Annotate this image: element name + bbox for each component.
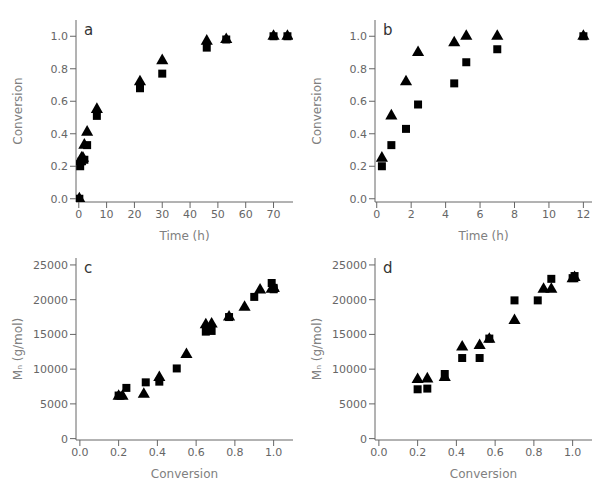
svg-text:0.0: 0.0 [370,446,388,459]
html-text:a: a [84,21,94,39]
html-text:b: b [383,21,393,39]
svg-text:0: 0 [360,433,367,446]
svg-text:0.6: 0.6 [486,446,504,459]
svg-text:5000: 5000 [339,398,367,411]
svg-text:Mₙ (g/mol): Mₙ (g/mol) [11,318,25,380]
svg-text:Conversion: Conversion [11,77,25,144]
svg-text:Conversion: Conversion [310,77,324,144]
svg-text:15000: 15000 [332,328,367,341]
svg-text:0.4: 0.4 [149,446,167,459]
svg-text:0.8: 0.8 [525,446,543,459]
svg-text:15000: 15000 [33,328,68,341]
svg-text:20: 20 [127,208,141,221]
svg-text:25000: 25000 [33,259,68,272]
svg-text:0: 0 [373,208,380,221]
svg-text:Conversion: Conversion [151,467,218,481]
svg-text:8: 8 [511,208,518,221]
svg-text:1.0: 1.0 [350,30,368,43]
svg-text:0.8: 0.8 [226,446,244,459]
svg-text:20000: 20000 [332,294,367,307]
svg-text:0.8: 0.8 [350,63,368,76]
svg-text:0.6: 0.6 [51,95,69,108]
svg-text:1.0: 1.0 [265,446,283,459]
svg-text:0.8: 0.8 [51,63,69,76]
svg-text:30: 30 [155,208,169,221]
svg-text:0.0: 0.0 [71,446,89,459]
svg-text:12: 12 [576,208,590,221]
svg-text:0.0: 0.0 [350,193,368,206]
svg-text:10000: 10000 [332,363,367,376]
svg-text:0.2: 0.2 [350,160,368,173]
svg-text:5000: 5000 [40,398,68,411]
svg-text:20000: 20000 [33,294,68,307]
svg-text:1.0: 1.0 [51,30,69,43]
svg-text:Time (h): Time (h) [457,229,508,243]
svg-text:0: 0 [61,433,68,446]
svg-text:0.4: 0.4 [448,446,466,459]
svg-text:0.0: 0.0 [51,193,69,206]
svg-text:4: 4 [442,208,449,221]
svg-text:50: 50 [211,208,225,221]
svg-text:10000: 10000 [33,363,68,376]
svg-text:10: 10 [100,208,114,221]
html-text:d: d [383,259,393,277]
svg-text:Time (h): Time (h) [158,229,209,243]
svg-text:Conversion: Conversion [450,467,517,481]
svg-text:0.6: 0.6 [350,95,368,108]
svg-text:2: 2 [408,208,415,221]
svg-text:25000: 25000 [332,259,367,272]
svg-text:0.6: 0.6 [187,446,205,459]
svg-text:0.2: 0.2 [409,446,427,459]
svg-text:0.4: 0.4 [51,128,69,141]
svg-text:Mₙ (g/mol): Mₙ (g/mol) [310,318,324,380]
svg-text:0: 0 [75,208,82,221]
svg-text:1.0: 1.0 [564,446,582,459]
svg-text:0.2: 0.2 [51,160,69,173]
svg-text:10: 10 [542,208,556,221]
html-text:c: c [84,259,93,277]
svg-text:0.4: 0.4 [350,128,368,141]
svg-text:0.2: 0.2 [110,446,128,459]
svg-text:6: 6 [477,208,484,221]
svg-text:60: 60 [239,208,253,221]
svg-text:70: 70 [267,208,281,221]
svg-text:40: 40 [183,208,197,221]
